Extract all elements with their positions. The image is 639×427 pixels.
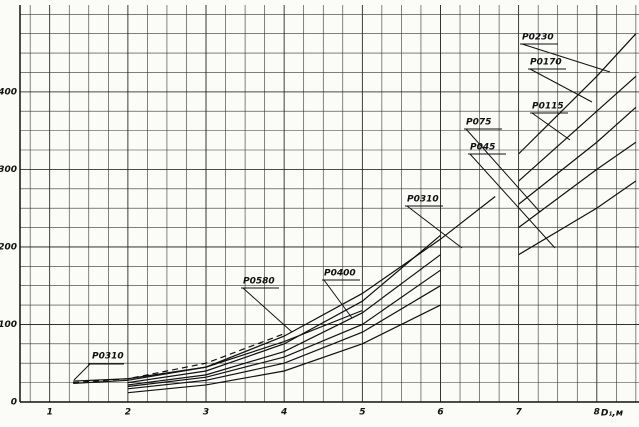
leader-line [465, 128, 541, 213]
curve [73, 333, 285, 384]
x-tick-label: 3 [203, 408, 209, 418]
x-tick-label: 1 [47, 408, 53, 418]
curve [127, 33, 637, 384]
x-tick-label: 5 [359, 408, 365, 418]
y-tick-label: 100 [0, 320, 17, 330]
annotation: P0310 [92, 352, 124, 362]
curve-label: P0170 [530, 58, 562, 68]
curve [127, 75, 637, 386]
curve-label: P045 [470, 143, 495, 153]
x-tick-label: 6 [437, 408, 443, 418]
x-tick-label: 4 [280, 408, 287, 418]
leader-line [521, 43, 611, 73]
leader-line [531, 112, 571, 141]
x-axis-label: D₁,м [601, 409, 624, 419]
curve [127, 180, 637, 394]
curve-label: P0400 [324, 269, 356, 279]
leader-line [323, 279, 353, 319]
leader-line [242, 287, 293, 333]
x-tick-label: 2 [125, 408, 131, 418]
x-tick-label: 8 [594, 408, 600, 418]
curve-label: P0310 [407, 195, 439, 205]
curve [127, 141, 637, 390]
y-tick-label: 0 [11, 398, 17, 408]
leader-line [469, 153, 556, 249]
y-tick-label: 400 [0, 87, 17, 97]
curve [73, 309, 363, 384]
y-tick-label: 200 [0, 242, 17, 252]
curve [127, 106, 637, 388]
curve-label: P0115 [532, 102, 564, 112]
leader-line [406, 205, 463, 249]
leader-line [73, 363, 91, 381]
y-tick-label: 300 [0, 165, 17, 175]
curve-label: P0580 [243, 277, 275, 287]
curve-label: P0230 [522, 33, 554, 43]
x-tick-label: 7 [516, 408, 523, 418]
curve-label: P075 [466, 118, 491, 128]
leader-line [529, 68, 593, 103]
